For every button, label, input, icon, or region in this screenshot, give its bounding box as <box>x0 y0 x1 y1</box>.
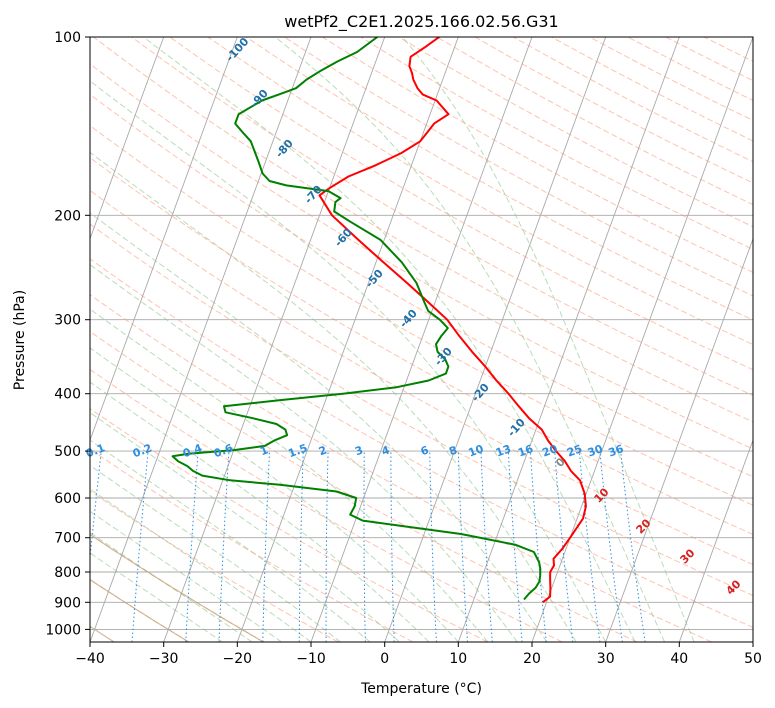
x-tick-label: 50 <box>744 651 762 667</box>
dry-adiabat <box>90 223 753 597</box>
isotherm <box>310 37 533 642</box>
dry-adiabat <box>90 448 414 642</box>
mixing-ratio-label: 6 <box>419 443 431 458</box>
mixing-ratio-line <box>131 451 149 642</box>
y-tick-label: 600 <box>54 491 81 507</box>
moist-adiabat <box>274 37 666 642</box>
dry-adiabat <box>245 37 753 321</box>
moist-adiabat <box>401 37 695 642</box>
dry-adiabat <box>130 37 753 397</box>
mixing-ratio-label: 16 <box>516 442 535 460</box>
dry-adiabat <box>90 189 753 566</box>
isotherm <box>90 37 238 442</box>
x-tick-label: −40 <box>75 651 105 667</box>
dry-adiabat <box>512 37 753 163</box>
mixing-ratio-label: 20 <box>540 442 559 460</box>
y-tick-label: 500 <box>54 444 81 460</box>
adiabat-tan <box>90 533 264 642</box>
isotherm <box>605 237 753 642</box>
isotherm <box>163 37 386 642</box>
isotherm <box>752 640 753 642</box>
moist-adiabat <box>90 151 577 642</box>
mixing-ratio-label: 0.6 <box>212 441 235 460</box>
moist-adiabat <box>90 552 223 642</box>
dry-adiabat <box>90 258 753 628</box>
series-temperature <box>318 37 587 604</box>
x-tick-label: 20 <box>523 651 541 667</box>
mixing-ratio-label: 3 <box>353 443 365 458</box>
y-tick-label: 1000 <box>45 622 81 638</box>
x-tick-label: −30 <box>149 651 179 667</box>
x-tick-label: −10 <box>296 651 326 667</box>
y-axis-label: Pressure (hPa) <box>12 290 28 390</box>
y-tick-label: 200 <box>54 208 81 224</box>
chart-title: wetPf2_C2E1.2025.166.02.56.G31 <box>284 12 558 32</box>
dry-adiabat <box>90 490 339 642</box>
isotherm <box>384 37 607 642</box>
mixing-ratio-label: 25 <box>565 442 584 459</box>
x-tick-label: 30 <box>597 651 615 667</box>
mixing-ratio-label: 1 <box>258 443 270 458</box>
y-tick-label: 400 <box>54 387 81 403</box>
moist-adiabat <box>90 347 459 642</box>
dry-adiabat <box>207 37 753 346</box>
moist-adiabat <box>142 37 636 642</box>
mixing-ratio-label: 10 <box>467 442 486 460</box>
moist-adiabat <box>90 308 489 642</box>
x-tick-label: 10 <box>449 651 467 667</box>
y-tick-label: 900 <box>54 595 81 611</box>
mixing-ratio-line <box>578 451 601 642</box>
x-axis-label: Temperature (°C) <box>360 681 482 697</box>
x-tick-label: 40 <box>670 651 688 667</box>
dry-adiabat <box>90 63 753 450</box>
sounding-lines <box>171 37 587 604</box>
mixing-ratio-line <box>90 451 102 563</box>
moist-adiabat <box>90 531 253 642</box>
dry-adiabat <box>435 37 753 206</box>
dry-adiabat <box>92 37 753 423</box>
mixing-ratio-label: 0.4 <box>181 441 204 460</box>
moist-adiabat <box>90 80 607 642</box>
moist-adiabat <box>90 510 282 642</box>
mixing-ratio-label: 4 <box>380 443 392 458</box>
dry-adiabat <box>321 37 753 273</box>
mixing-ratio-line <box>599 451 623 642</box>
dry-adiabat <box>90 156 753 536</box>
plot-frame <box>89 36 754 643</box>
mixing-ratio-label: 36 <box>607 442 626 460</box>
mixing-ratio-label: 8 <box>447 443 459 458</box>
mixing-ratio-label: 1.5 <box>287 441 310 460</box>
dry-adiabat <box>550 37 753 142</box>
moist-adiabat <box>90 439 371 642</box>
mixing-ratio-line <box>529 451 547 642</box>
mixing-ratio-label: 13 <box>494 442 513 459</box>
moist-adiabat <box>90 212 548 642</box>
mixing-ratio-label: 2 <box>317 443 329 458</box>
x-axis-ticks: −40 −30 −20 −10 0 10 20 30 40 50 <box>75 642 762 667</box>
mixing-ratio-line <box>554 451 574 642</box>
mixing-ratio-line <box>507 451 523 642</box>
x-tick-label: −20 <box>223 651 253 667</box>
background-lines <box>90 37 753 642</box>
dry-adiabat <box>90 408 488 642</box>
y-tick-label: 800 <box>54 565 81 581</box>
dry-adiabat <box>90 124 753 506</box>
mixing-ratio-line <box>620 451 646 642</box>
isotherm <box>90 37 165 241</box>
y-tick-label: 700 <box>54 531 81 547</box>
isotherm <box>236 37 459 642</box>
isotherm <box>678 438 753 642</box>
y-axis-ticks: 100 200 300 400 500 600 700 800 900 1000 <box>45 30 90 638</box>
y-tick-label: 300 <box>54 313 81 329</box>
mixing-ratio-label: 0.2 <box>131 441 154 460</box>
x-tick-label: 0 <box>380 651 389 667</box>
isotherm <box>90 37 312 642</box>
dry-adiabat <box>168 37 753 371</box>
y-tick-label: 100 <box>54 30 81 46</box>
moist-adiabat <box>90 411 400 642</box>
series-dewpoint <box>171 37 542 601</box>
mixing-ratio-label: 30 <box>586 442 605 460</box>
dry-adiabat <box>397 37 753 228</box>
